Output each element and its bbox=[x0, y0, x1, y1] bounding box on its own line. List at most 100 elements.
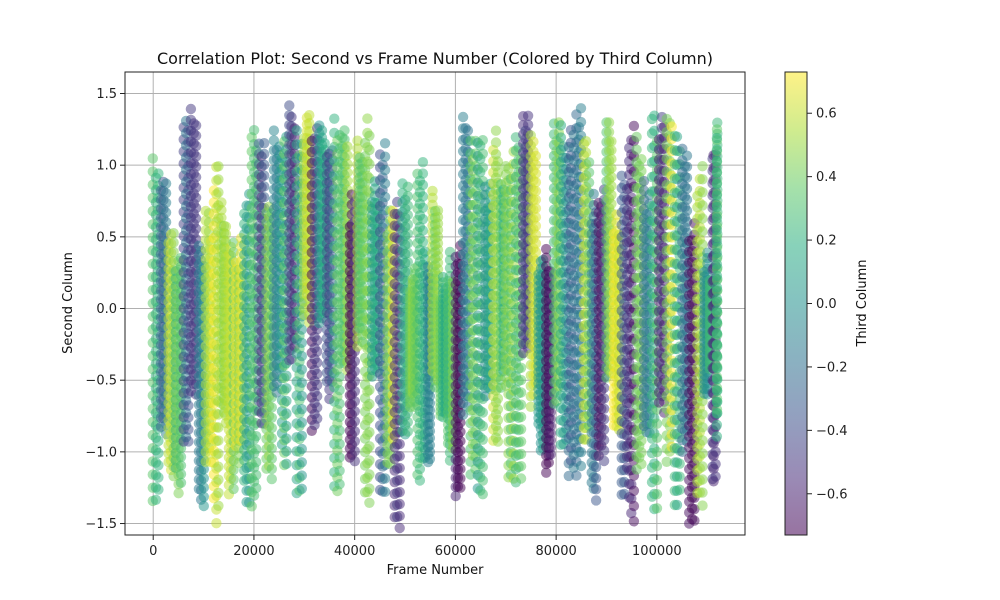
scatter-point bbox=[492, 436, 504, 447]
scatter-point bbox=[312, 346, 323, 357]
scatter-point bbox=[492, 425, 504, 437]
scatter-point bbox=[525, 401, 536, 412]
scatter-point bbox=[153, 168, 164, 179]
scatter-point bbox=[319, 138, 330, 149]
scatter-point bbox=[477, 148, 488, 159]
scatter-point bbox=[575, 460, 587, 472]
scatter-point bbox=[175, 451, 187, 463]
scatter-point bbox=[266, 412, 277, 423]
scatter-point bbox=[364, 144, 375, 156]
scatter-point bbox=[349, 436, 360, 447]
scatter-point bbox=[394, 498, 405, 510]
scatter-point bbox=[281, 458, 292, 469]
scatter-point bbox=[455, 454, 466, 465]
scatter-point bbox=[462, 125, 474, 136]
scatter-point bbox=[349, 386, 360, 397]
scatter-point bbox=[228, 474, 239, 485]
scatter-point bbox=[175, 468, 187, 480]
scatter-point bbox=[147, 153, 158, 164]
scatter-point bbox=[216, 212, 227, 223]
scatter-point bbox=[190, 161, 202, 172]
scatter-point bbox=[251, 431, 262, 442]
scatter-point bbox=[213, 500, 224, 511]
scatter-point bbox=[259, 138, 270, 149]
scatter-point bbox=[190, 192, 202, 203]
chart-title: Correlation Plot: Second vs Frame Number… bbox=[157, 49, 713, 68]
scatter-point bbox=[211, 518, 222, 529]
scatter-point bbox=[598, 403, 610, 414]
scatter-point bbox=[590, 473, 602, 484]
scatter-point bbox=[492, 167, 504, 178]
scatter-point bbox=[334, 479, 345, 490]
scatter-point bbox=[583, 167, 595, 178]
scatter-point bbox=[342, 175, 353, 187]
scatter-point bbox=[606, 163, 617, 174]
scatter-point bbox=[492, 404, 504, 415]
scatter-point bbox=[364, 412, 375, 424]
scatter-point bbox=[522, 119, 534, 130]
scatter-point bbox=[312, 379, 323, 391]
scatter-point bbox=[575, 103, 587, 114]
scatter-point bbox=[583, 157, 595, 168]
scatter-point bbox=[477, 135, 488, 146]
scatter-point bbox=[153, 472, 164, 483]
scatter-point bbox=[417, 191, 429, 202]
scatter-point bbox=[168, 237, 179, 248]
scatter-point bbox=[342, 141, 353, 152]
scatter-point bbox=[334, 398, 345, 409]
scatter-point bbox=[432, 205, 444, 216]
scatter-point bbox=[316, 125, 328, 136]
scatter-point bbox=[379, 191, 391, 203]
scatter-point bbox=[477, 407, 488, 418]
scatter-point bbox=[198, 482, 209, 493]
scatter-point bbox=[402, 247, 413, 258]
scatter-point bbox=[402, 209, 413, 221]
scatter-point bbox=[530, 194, 542, 205]
scatter-point bbox=[185, 103, 197, 115]
scatter-point bbox=[477, 420, 488, 432]
scatter-point bbox=[334, 425, 345, 436]
scatter-point bbox=[259, 192, 270, 203]
scatter-point bbox=[175, 460, 187, 471]
scatter-point bbox=[515, 374, 527, 386]
scatter-point bbox=[342, 150, 353, 161]
scatter-point bbox=[588, 188, 599, 200]
scatter-point bbox=[251, 469, 262, 481]
scatter-point bbox=[281, 383, 292, 394]
scatter-point bbox=[530, 229, 542, 240]
scatter-point bbox=[603, 117, 615, 128]
scatter-point bbox=[402, 219, 413, 230]
scatter-point bbox=[190, 182, 202, 193]
scatter-point bbox=[598, 434, 610, 446]
scatter-point bbox=[394, 522, 405, 534]
scatter-point bbox=[379, 473, 391, 484]
scatter-point bbox=[183, 424, 194, 435]
scatter-point bbox=[312, 402, 323, 413]
scatter-point bbox=[414, 475, 426, 486]
scatter-point bbox=[160, 188, 172, 199]
scatter-point bbox=[173, 488, 184, 499]
scatter-point bbox=[291, 125, 302, 136]
scatter-point bbox=[213, 187, 224, 198]
scatter-point bbox=[296, 430, 307, 441]
scatter-point bbox=[590, 484, 602, 495]
scatter-point bbox=[153, 447, 164, 459]
scatter-point bbox=[349, 446, 360, 457]
scatter-point bbox=[394, 438, 405, 450]
scatter-point bbox=[402, 200, 413, 211]
scatter-point bbox=[402, 416, 413, 428]
scatter-point bbox=[477, 461, 488, 473]
scatter-point bbox=[220, 221, 232, 232]
scatter-point bbox=[213, 461, 224, 472]
scatter-point bbox=[530, 168, 542, 179]
scatter-point bbox=[515, 424, 527, 435]
scatter-point bbox=[296, 404, 307, 415]
scatter-point bbox=[417, 168, 429, 179]
scatter-point bbox=[312, 391, 323, 402]
scatter-point bbox=[153, 460, 164, 471]
scatter-point bbox=[394, 474, 405, 486]
scatter-point bbox=[362, 113, 373, 124]
scatter-point bbox=[606, 171, 617, 183]
scatter-point bbox=[515, 461, 527, 472]
